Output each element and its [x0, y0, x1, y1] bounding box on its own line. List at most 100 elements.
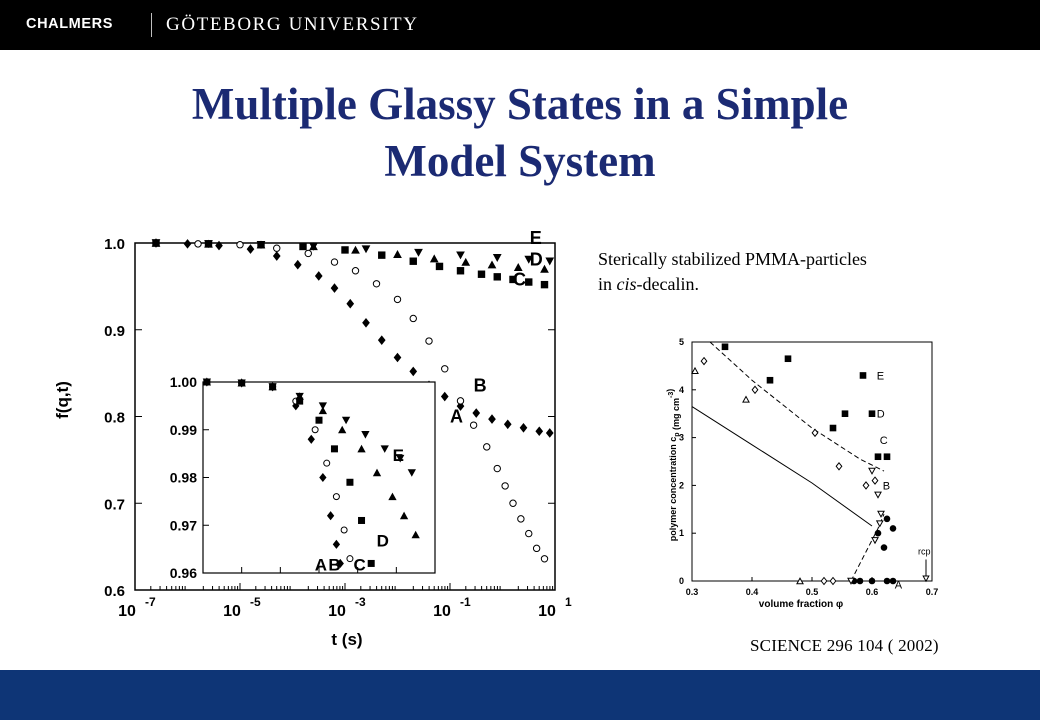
- inset-point-E: [318, 402, 328, 410]
- main-point-B: [372, 280, 381, 288]
- phase-point: [841, 410, 849, 418]
- inset-point-A: [336, 558, 344, 569]
- phase-point: [871, 476, 879, 485]
- main-point-A: [488, 414, 496, 424]
- main-point-D: [351, 245, 360, 254]
- main-point-A: [293, 259, 302, 270]
- inset-y-tick-label: 0.97: [170, 517, 197, 533]
- inset-curve-label-E: E: [393, 446, 404, 465]
- phase-point: [784, 355, 792, 363]
- main-point-E: [456, 251, 465, 260]
- phase-x-label: volume fraction φ: [759, 599, 843, 610]
- main-x-tick-exponent: 1: [565, 595, 572, 609]
- inset-point-B: [311, 426, 319, 434]
- phase-point: [880, 544, 888, 551]
- caption-line-2: in cis-decalin.: [598, 272, 867, 297]
- reference: SCIENCE 296 104 ( 2002): [750, 636, 939, 655]
- inset-y-tick-label: 1.00: [170, 374, 197, 390]
- inset-point-B: [332, 493, 340, 501]
- phase-point: [862, 481, 870, 490]
- main-point-C: [493, 273, 501, 281]
- phase-y-label-part: -3: [668, 392, 675, 398]
- inset-point-E: [202, 378, 212, 387]
- main-point-B: [194, 240, 202, 248]
- main-point-B: [441, 365, 449, 373]
- main-point-B: [493, 464, 501, 473]
- phase-y-tick-label: 1: [679, 528, 684, 538]
- phase-point: [811, 428, 819, 438]
- main-curve-label-E: E: [530, 228, 542, 248]
- main-point-C: [409, 257, 417, 265]
- main-x-tick-label: 10: [118, 603, 136, 620]
- phase-label-D: D: [877, 409, 885, 421]
- phase-point: [877, 510, 885, 518]
- inset-point-A: [319, 472, 327, 483]
- main-point-E: [309, 242, 318, 251]
- main-curve-label-B: B: [474, 375, 487, 395]
- phase-point: [874, 491, 882, 499]
- main-point-C: [299, 242, 307, 251]
- phase-point: [700, 356, 708, 366]
- phase-point: [847, 577, 855, 585]
- main-x-tick-label: 10: [538, 603, 556, 620]
- main-point-B: [273, 244, 281, 252]
- main-x-tick-label: 10: [433, 603, 451, 620]
- footer-bar: [0, 670, 1040, 720]
- main-point-B: [330, 258, 339, 266]
- main-point-B: [509, 499, 517, 507]
- phase-point: [721, 343, 729, 351]
- main-point-B: [540, 555, 549, 563]
- phase-y-tick-label: 4: [679, 385, 684, 395]
- phase-y-label: polymer concentration cp (mg cm-3): [665, 389, 681, 542]
- main-point-E: [256, 241, 266, 249]
- main-point-A: [440, 391, 449, 402]
- inset-y-tick-label: 0.99: [170, 422, 197, 438]
- main-point-C: [477, 270, 486, 278]
- phase-point: [874, 453, 882, 461]
- inset-point-C: [367, 559, 375, 567]
- phase-y-label-part: polymer concentration c: [668, 437, 678, 542]
- main-point-B: [517, 515, 525, 523]
- main-point-A: [183, 239, 192, 249]
- phase-point: [835, 461, 843, 471]
- main-point-A: [246, 244, 255, 254]
- main-point-A: [346, 298, 355, 309]
- phase-x-tick-label: 0.7: [926, 587, 939, 597]
- main-point-A: [272, 251, 281, 261]
- phase-point: [751, 385, 759, 395]
- inset-point-C: [358, 516, 366, 524]
- main-point-D: [461, 257, 471, 266]
- main-point-B: [501, 482, 509, 490]
- main-point-A: [535, 426, 544, 437]
- main-curve-label-D: D: [530, 250, 543, 270]
- inset-point-C: [346, 478, 354, 486]
- main-point-A: [472, 408, 481, 418]
- main-point-E: [151, 239, 161, 248]
- brand-chalmers: CHALMERS: [26, 16, 113, 32]
- main-point-A: [377, 335, 386, 345]
- inset-plot-frame: [202, 381, 436, 574]
- inset-point-D: [411, 530, 420, 539]
- phase-curve-solid: [691, 406, 873, 527]
- phase-point: [829, 424, 837, 432]
- phase-label-A: A: [895, 579, 903, 591]
- inset-point-E: [341, 416, 351, 425]
- main-point-A: [330, 283, 339, 293]
- phase-rcp-arrowhead: [922, 575, 930, 583]
- phase-y-tick-label: 5: [679, 337, 684, 347]
- main-curve-label-C: C: [513, 270, 526, 290]
- caption-suffix: -decalin.: [636, 274, 699, 294]
- main-point-E: [524, 255, 534, 264]
- inset-point-D: [388, 492, 397, 501]
- main-point-B: [304, 249, 312, 258]
- main-point-D: [429, 254, 439, 263]
- main-point-A: [393, 352, 402, 363]
- phase-point: [691, 366, 699, 374]
- brand-goteborg: GÖTEBORG UNIVERSITY: [166, 14, 419, 35]
- main-point-A: [519, 422, 528, 433]
- phase-point: [883, 453, 891, 461]
- main-point-E: [492, 254, 502, 262]
